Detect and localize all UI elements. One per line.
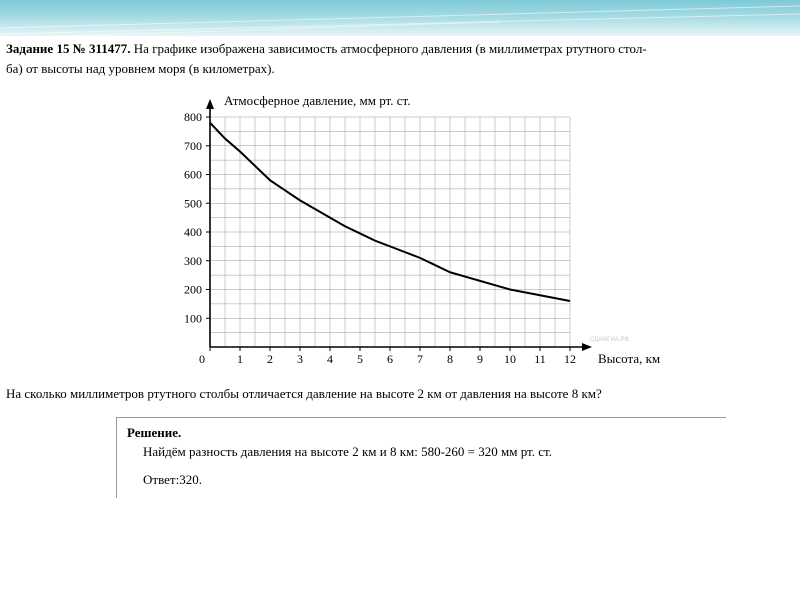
svg-text:Атмосферное давление, мм рт.: Атмосферное давление, мм рт. ст. xyxy=(224,93,410,108)
svg-text:300: 300 xyxy=(184,254,202,268)
svg-text:6: 6 xyxy=(387,352,393,366)
answer-value: 320. xyxy=(179,472,202,487)
question-text: На сколько миллиметров ртутного столбы о… xyxy=(6,385,794,403)
solution-box: Решение. Найдём разность давления на выс… xyxy=(116,417,726,499)
svg-text:7: 7 xyxy=(417,352,423,366)
svg-text:0: 0 xyxy=(199,352,205,366)
svg-text:400: 400 xyxy=(184,225,202,239)
top-banner xyxy=(0,0,800,36)
svg-text:800: 800 xyxy=(184,110,202,124)
svg-text:1: 1 xyxy=(237,352,243,366)
task-text-1: На графике изображена зависимость атмосф… xyxy=(131,41,647,56)
svg-text:500: 500 xyxy=(184,196,202,210)
svg-text:4: 4 xyxy=(327,352,333,366)
banner-lines xyxy=(0,0,800,36)
solution-text: Найдём разность давления на высоте 2 км … xyxy=(127,443,716,461)
solution-title: Решение. xyxy=(127,424,716,442)
svg-text:Высота, км: Высота, км xyxy=(598,351,660,366)
svg-text:600: 600 xyxy=(184,168,202,182)
chart-container: 1234567891011120100200300400500600700800… xyxy=(6,87,794,377)
svg-text:9: 9 xyxy=(477,352,483,366)
svg-text:200: 200 xyxy=(184,283,202,297)
svg-text:12: 12 xyxy=(564,352,576,366)
svg-text:8: 8 xyxy=(447,352,453,366)
svg-text:2: 2 xyxy=(267,352,273,366)
content-area: Задание 15 № 311477. На графике изображе… xyxy=(6,40,794,498)
task-label: Задание 15 № 311477. xyxy=(6,41,131,56)
svg-text:100: 100 xyxy=(184,311,202,325)
svg-text:3: 3 xyxy=(297,352,303,366)
answer-label: Ответ: xyxy=(143,472,179,487)
task-line-1: Задание 15 № 311477. На графике изображе… xyxy=(6,40,794,58)
answer-line: Ответ:320. xyxy=(127,471,716,489)
task-line-2: ба) от высоты над уровнем моря (в киломе… xyxy=(6,60,794,78)
svg-text:11: 11 xyxy=(534,352,546,366)
svg-text:700: 700 xyxy=(184,139,202,153)
svg-text:СДАМГИА.РФ: СДАМГИА.РФ xyxy=(590,337,629,343)
pressure-chart: 1234567891011120100200300400500600700800… xyxy=(140,87,660,377)
svg-text:5: 5 xyxy=(357,352,363,366)
svg-text:10: 10 xyxy=(504,352,516,366)
